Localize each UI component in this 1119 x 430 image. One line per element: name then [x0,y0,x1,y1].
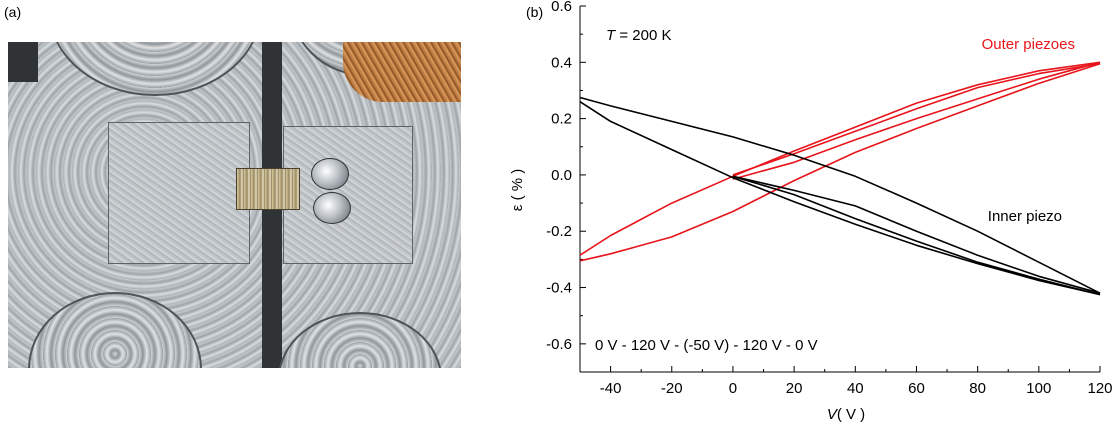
sweep-annotation: 0 V - 120 V - (-50 V) - 120 V - 0 V [595,337,818,354]
series-label-inner-piezo: Inner piezo [988,208,1062,225]
y-tick-label: 0.4 [551,54,572,71]
series-outer-piezoes-branch [579,62,1101,262]
series-layer [579,61,1101,296]
copper-wire-bundle [343,42,461,102]
x-tick-label: 80 [969,380,986,397]
series-outer-piezoes-branch [732,62,1101,176]
top-left-notch [8,42,38,82]
y-tick-label: 0.6 [551,0,572,15]
x-tick-label: 100 [1026,380,1051,397]
x-tick-label: 0 [729,380,737,397]
temperature-annotation: T = 200 K [606,27,671,44]
series-inner-piezo-branch [732,175,1101,294]
x-tick-label: 20 [786,380,803,397]
x-tick-label: 40 [847,380,864,397]
y-tick-label: 0.2 [551,111,572,128]
series-label-outer-piezoes: Outer piezoes [982,36,1075,53]
series-inner-piezo-branch [579,96,1101,294]
x-tick-label: -20 [661,380,683,397]
panel-label-a: (a) [4,4,22,20]
labels-layer: -40 -20 0 20 40 60 80 100 120 -0.6 -0.4 -0.2 0.0 0.2 0… [509,0,1113,423]
y-tick-label: -0.4 [546,280,572,297]
y-axis-label: ε ( % ) [509,169,526,212]
strain-gauge-chip [236,168,300,210]
x-tick-label: -40 [600,380,622,397]
x-tick-label: 120 [1087,380,1112,397]
axes-layer [579,5,1101,373]
series-inner-piezo-branch [732,175,1101,296]
y-tick-label: -0.6 [546,336,572,353]
x-tick-label: 60 [908,380,925,397]
left-sample-block [108,122,250,264]
y-tick-label: 0.0 [551,167,572,184]
contact-pad-upper [311,158,349,190]
sample-mount-photo [8,42,461,368]
series-outer-piezoes-branch [732,61,1101,180]
y-tick-label: -0.2 [546,223,572,240]
series-inner-piezo-branch [579,101,1101,296]
x-axis-label: V( V ) [827,406,865,423]
contact-pad-lower [313,192,351,224]
panel-label-b: (b) [526,4,544,20]
series-outer-piezoes-branch [579,61,1101,256]
